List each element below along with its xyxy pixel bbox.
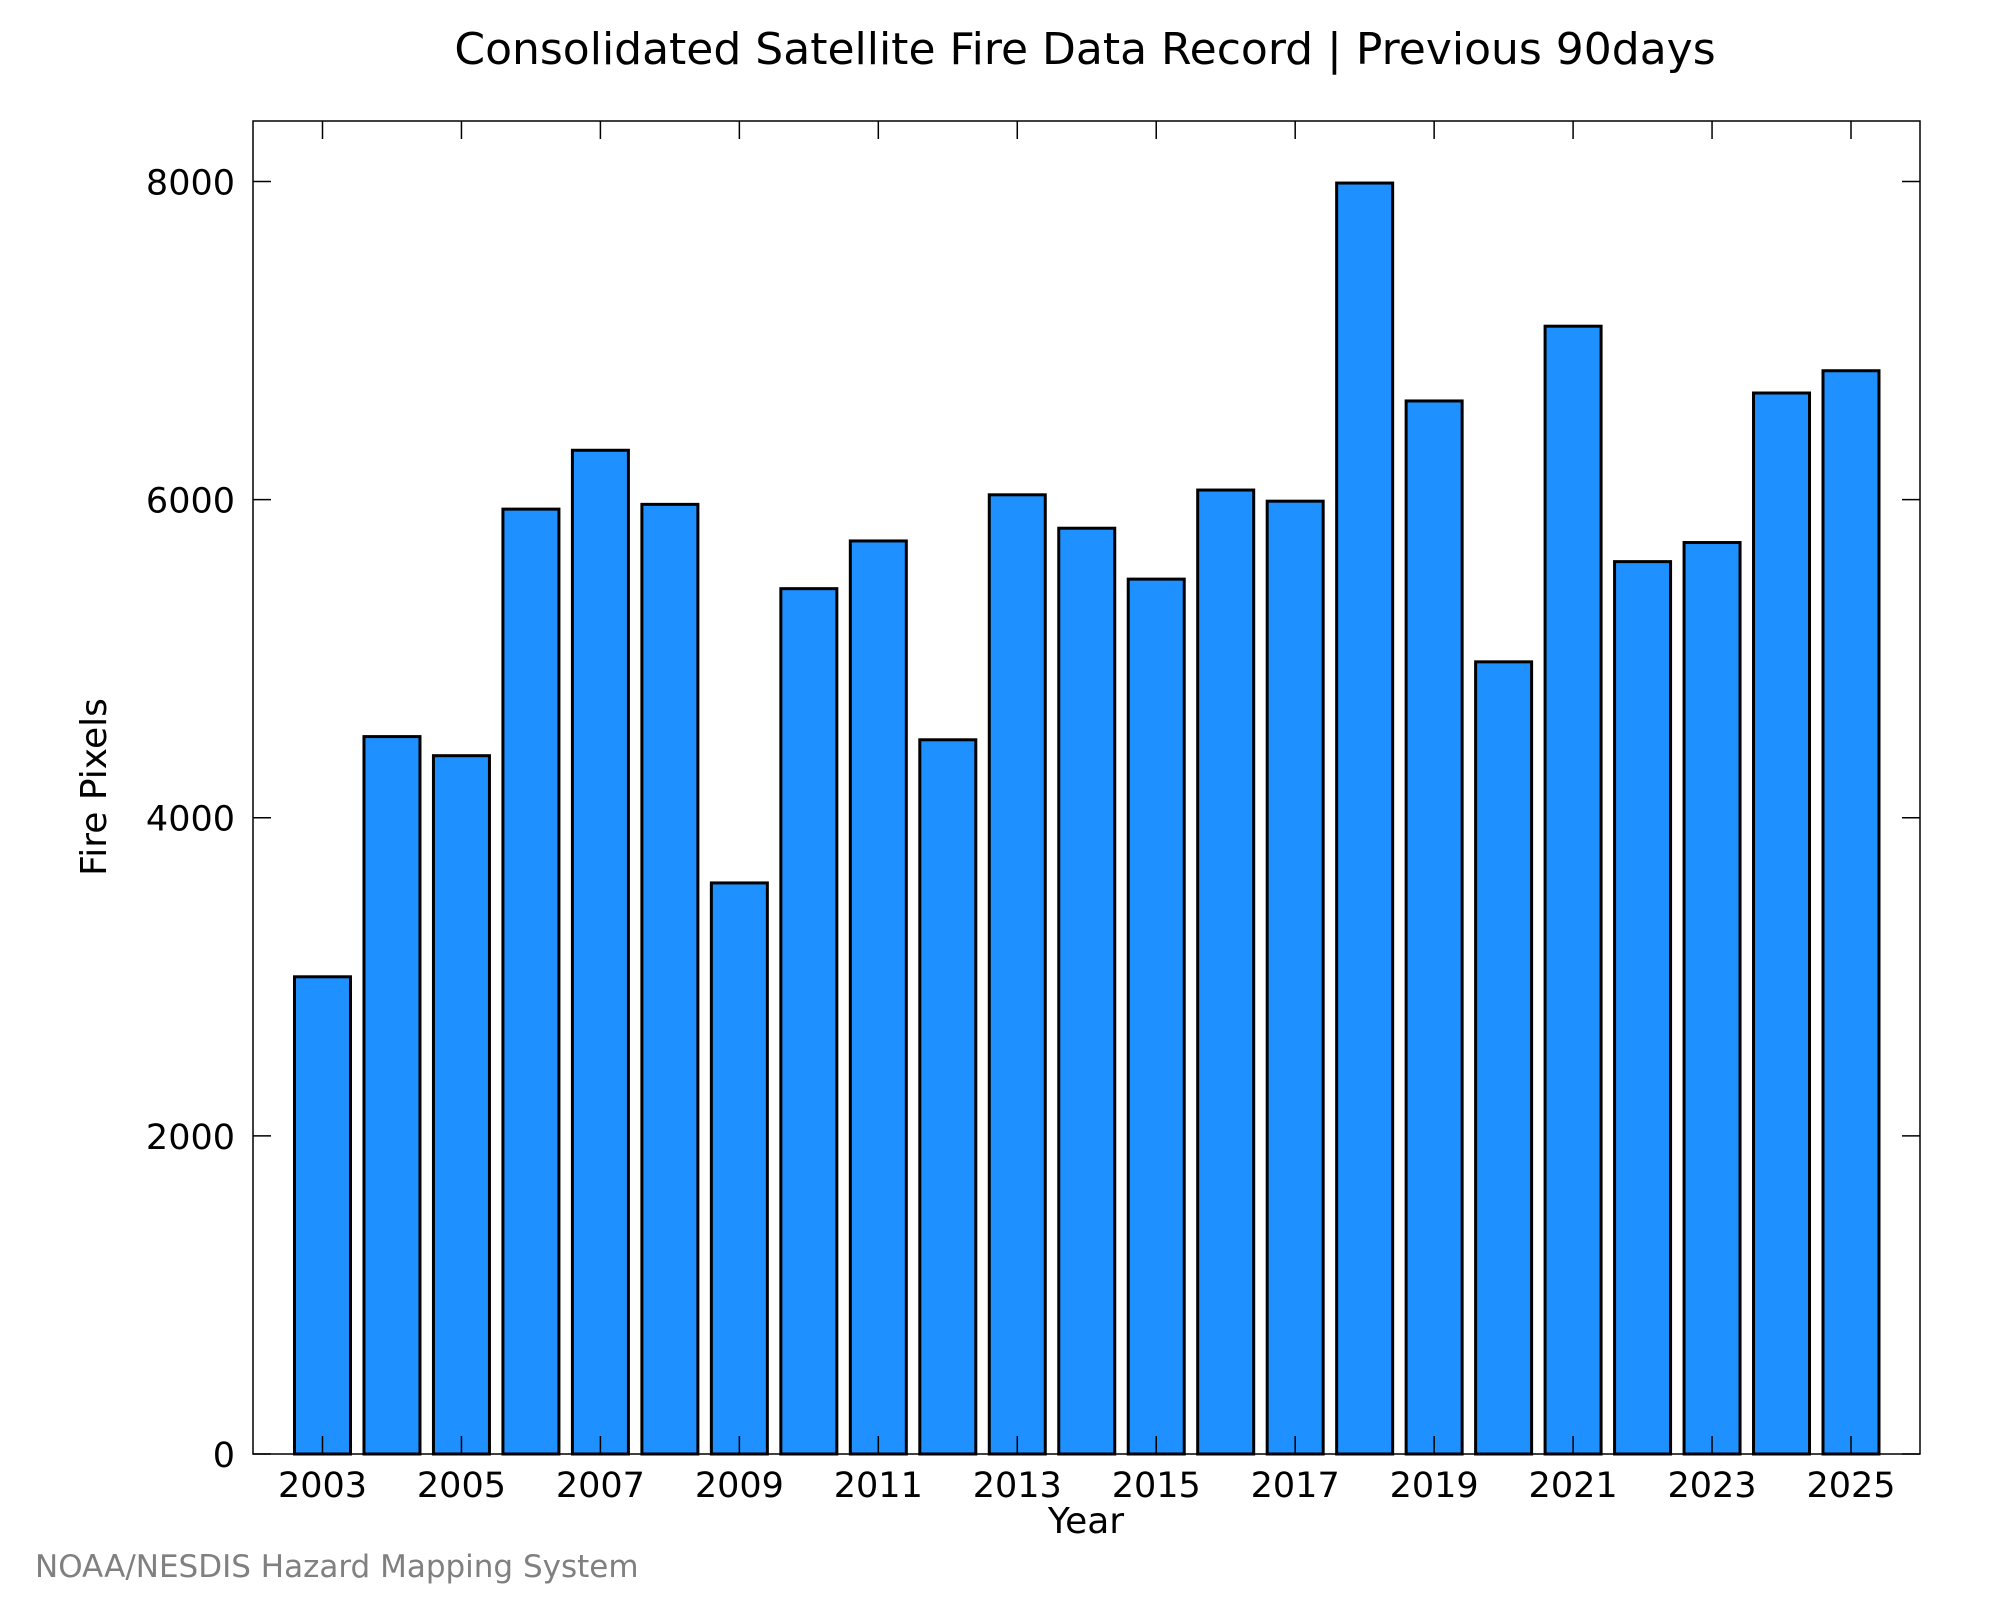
bar-2011 <box>848 539 908 1456</box>
bar-2007 <box>570 448 630 1456</box>
bar-2010 <box>779 587 839 1456</box>
bar-2023 <box>1682 541 1742 1456</box>
x-tick-label-2017: 2017 <box>1251 1466 1340 1506</box>
bar-2006 <box>501 507 561 1456</box>
y-axis-label: Fire Pixels <box>74 698 115 876</box>
x-axis-label: Year <box>1047 1501 1124 1542</box>
y-tick-label-2000: 2000 <box>146 1118 235 1158</box>
x-tick-label-2015: 2015 <box>1112 1466 1201 1506</box>
x-tick-label-2011: 2011 <box>834 1466 923 1506</box>
bar-2012 <box>918 738 978 1456</box>
plot-frame <box>252 120 1921 1455</box>
bar-2008 <box>640 502 700 1456</box>
bar-2003 <box>293 975 352 1456</box>
y-tick-label-6000: 6000 <box>146 482 235 522</box>
credit-text: NOAA/NESDIS Hazard Mapping System <box>35 1549 639 1585</box>
bar-2020 <box>1474 660 1534 1456</box>
x-tick-label-2005: 2005 <box>417 1466 506 1506</box>
bar-2016 <box>1196 488 1256 1456</box>
bar-2009 <box>709 881 769 1456</box>
y-tick-label-8000: 8000 <box>146 163 235 203</box>
x-tick-label-2023: 2023 <box>1668 1466 1757 1506</box>
bar-2018 <box>1335 181 1395 1456</box>
bars-group <box>293 181 1881 1456</box>
bar-2022 <box>1613 560 1673 1456</box>
x-tick-label-2009: 2009 <box>695 1466 784 1506</box>
bar-2025 <box>1821 369 1881 1456</box>
y-tick-label-0: 0 <box>213 1436 235 1476</box>
bar-2024 <box>1752 391 1812 1456</box>
bar-2015 <box>1126 577 1186 1456</box>
bar-2005 <box>431 754 491 1456</box>
bar-2017 <box>1265 499 1325 1456</box>
x-tick-label-2019: 2019 <box>1390 1466 1479 1506</box>
ticks-group: 0 2000 4000 6000 8000 2003 2005 2007 2009 2011 201… <box>146 121 1920 1506</box>
x-tick-label-2003: 2003 <box>278 1466 367 1506</box>
x-tick-label-2025: 2025 <box>1806 1466 1895 1506</box>
bar-2014 <box>1057 526 1117 1456</box>
chart-title: Consolidated Satellite Fire Data Record … <box>454 24 1715 75</box>
bar-2013 <box>987 493 1047 1456</box>
x-tick-label-2007: 2007 <box>556 1466 645 1506</box>
bar-2019 <box>1404 399 1464 1456</box>
x-tick-label-2021: 2021 <box>1529 1466 1618 1506</box>
bar-2004 <box>362 735 422 1456</box>
y-tick-label-4000: 4000 <box>146 800 235 840</box>
x-tick-label-2013: 2013 <box>973 1466 1062 1506</box>
bar-2021 <box>1543 324 1603 1456</box>
